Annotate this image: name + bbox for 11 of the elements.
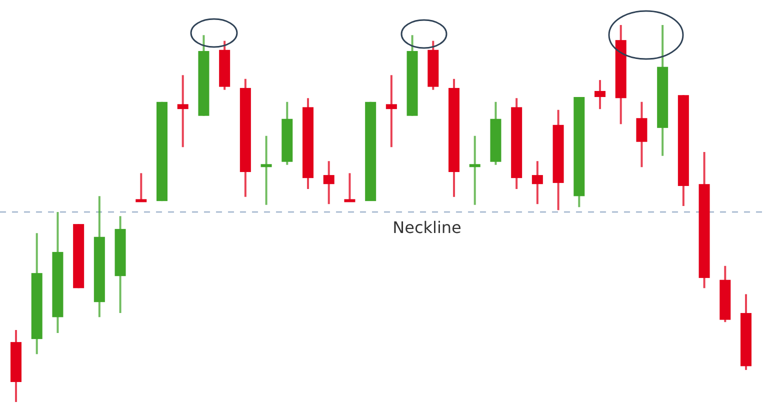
candlestick xyxy=(344,172,356,202)
candlestick xyxy=(323,160,334,206)
candlestick xyxy=(532,160,543,206)
candlestick xyxy=(177,74,188,148)
candlestick xyxy=(594,79,606,110)
ref-line-label: Neckline xyxy=(392,218,462,237)
candlestick xyxy=(636,100,648,168)
candlestick xyxy=(469,134,480,206)
candlestick xyxy=(386,74,397,148)
candlestick xyxy=(260,134,272,206)
candlestick xyxy=(136,172,147,202)
